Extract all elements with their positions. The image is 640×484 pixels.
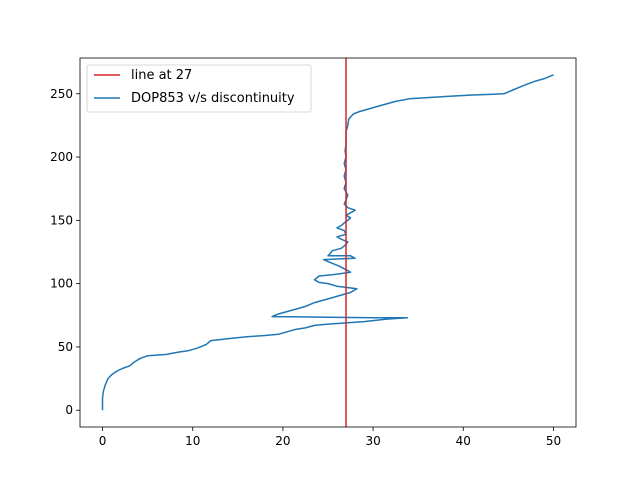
x-tick-label: 30 [365, 434, 380, 448]
y-tick-label: 250 [50, 87, 73, 101]
x-tick-label: 0 [99, 434, 107, 448]
y-tick-label: 150 [50, 213, 73, 227]
x-tick-label: 50 [546, 434, 561, 448]
legend: line at 27 DOP853 v/s discontinuity [86, 64, 312, 113]
x-tick-label: 10 [185, 434, 200, 448]
legend-label-reference: line at 27 [131, 68, 192, 83]
x-tick-label: 40 [456, 434, 471, 448]
y-axis: 0 50 100 150 200 250 [50, 87, 80, 417]
y-tick-label: 100 [50, 277, 73, 291]
y-tick-label: 50 [58, 340, 73, 354]
y-tick-label: 0 [65, 403, 73, 417]
x-tick-label: 20 [275, 434, 290, 448]
legend-label-series: DOP853 v/s discontinuity [131, 91, 295, 106]
x-axis: 0 10 20 30 40 50 [99, 427, 561, 448]
plot-area [101, 58, 554, 427]
axes-frame [79, 57, 577, 428]
y-tick-label: 200 [50, 150, 73, 164]
legend-box [86, 64, 312, 113]
